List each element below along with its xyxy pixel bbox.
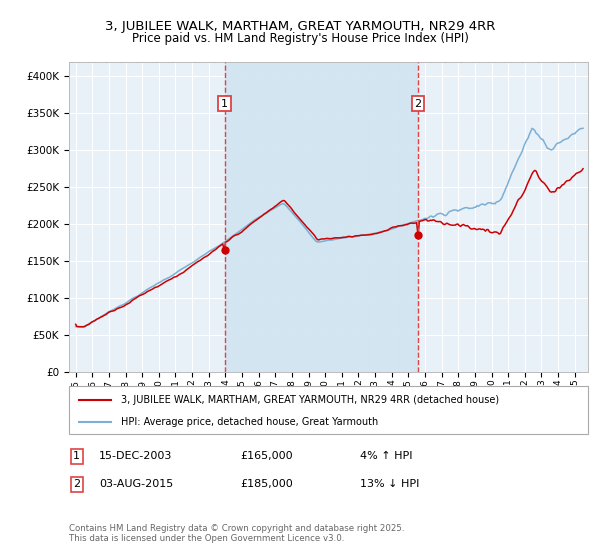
Text: 15-DEC-2003: 15-DEC-2003 (99, 451, 172, 461)
Text: 2: 2 (415, 99, 422, 109)
Text: 3, JUBILEE WALK, MARTHAM, GREAT YARMOUTH, NR29 4RR (detached house): 3, JUBILEE WALK, MARTHAM, GREAT YARMOUTH… (121, 395, 499, 405)
Text: 03-AUG-2015: 03-AUG-2015 (99, 479, 173, 489)
Text: 1: 1 (73, 451, 80, 461)
Text: Price paid vs. HM Land Registry's House Price Index (HPI): Price paid vs. HM Land Registry's House … (131, 32, 469, 45)
Text: Contains HM Land Registry data © Crown copyright and database right 2025.
This d: Contains HM Land Registry data © Crown c… (69, 524, 404, 543)
Text: £185,000: £185,000 (240, 479, 293, 489)
Bar (225, 62, 418, 372)
Text: 1: 1 (221, 99, 228, 109)
FancyBboxPatch shape (69, 386, 588, 434)
Text: 3, JUBILEE WALK, MARTHAM, GREAT YARMOUTH, NR29 4RR: 3, JUBILEE WALK, MARTHAM, GREAT YARMOUTH… (105, 20, 495, 32)
Text: 2: 2 (73, 479, 80, 489)
Text: 13% ↓ HPI: 13% ↓ HPI (360, 479, 419, 489)
Text: 4% ↑ HPI: 4% ↑ HPI (360, 451, 413, 461)
Text: HPI: Average price, detached house, Great Yarmouth: HPI: Average price, detached house, Grea… (121, 417, 378, 427)
Text: £165,000: £165,000 (240, 451, 293, 461)
